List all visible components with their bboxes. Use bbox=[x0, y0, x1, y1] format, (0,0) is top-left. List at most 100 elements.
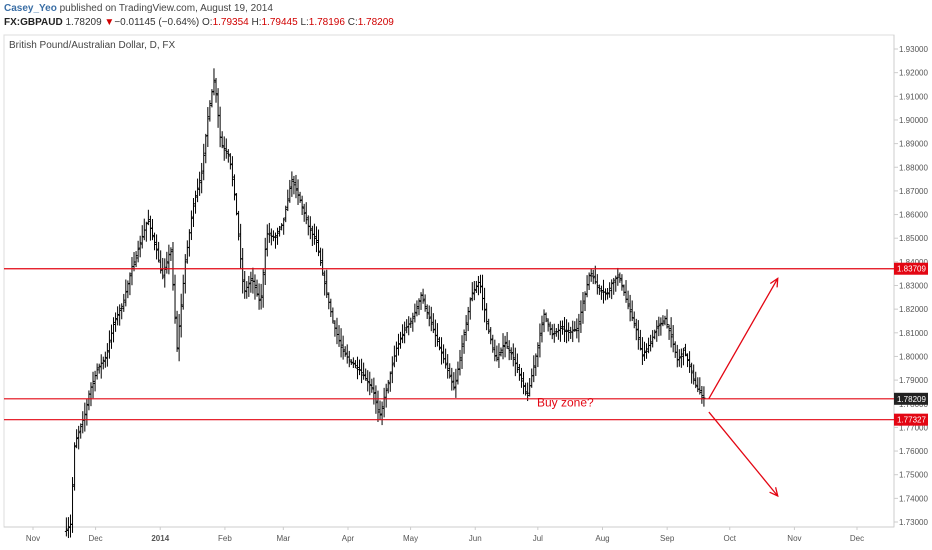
ohlc-bar bbox=[200, 162, 204, 194]
ohlc-bar bbox=[237, 210, 241, 241]
ohlc-bar bbox=[515, 353, 519, 374]
ohlc-bar bbox=[263, 237, 267, 286]
ohlc-bar bbox=[99, 354, 103, 379]
ohlc-bar bbox=[380, 401, 384, 426]
ohlc-bar bbox=[497, 343, 501, 368]
ohlc-bar bbox=[413, 303, 417, 323]
ohlc-bar bbox=[95, 363, 99, 380]
price-label-text: 1.77327 bbox=[897, 416, 926, 425]
ohlc-bar bbox=[255, 279, 259, 297]
projection-arrow[interactable] bbox=[708, 277, 779, 399]
ohlc-bar bbox=[634, 318, 638, 341]
ohlc-bar bbox=[259, 283, 263, 310]
ohlc-bar bbox=[540, 315, 544, 343]
ohlc-bar bbox=[288, 179, 292, 203]
ohlc-bar bbox=[440, 337, 444, 365]
ohlc-bar bbox=[616, 267, 620, 286]
ohlc-bar bbox=[448, 363, 452, 379]
symbol-name[interactable]: FX:GBPAUD bbox=[4, 17, 63, 28]
ohlc-bar bbox=[458, 349, 462, 376]
ohlc-bar bbox=[513, 347, 517, 377]
ohlc-bar bbox=[120, 303, 124, 320]
price-tick-label: 1.93000 bbox=[899, 45, 928, 54]
ohlc-bar bbox=[556, 323, 560, 340]
price-tick-label: 1.76000 bbox=[899, 447, 928, 456]
ohlc-bar bbox=[655, 320, 659, 342]
ohlc-bar bbox=[276, 227, 280, 245]
ohlc-bar bbox=[206, 107, 210, 148]
ohlc-bar bbox=[702, 386, 706, 407]
price-label-text: 1.83709 bbox=[897, 265, 926, 274]
ohlc-bar bbox=[347, 350, 351, 368]
ohlc-bar bbox=[243, 271, 247, 299]
ohlc-bar bbox=[179, 293, 183, 338]
ohlc-bar bbox=[218, 106, 222, 148]
ohlc-bar bbox=[638, 329, 642, 351]
time-axis[interactable]: Nov Dec 2014 Feb Mar Apr May Jun Jul Aug Sep Oct Nov… bbox=[4, 526, 894, 543]
ohlc-bar bbox=[399, 331, 403, 349]
ohlc-bar bbox=[532, 355, 536, 383]
ohlc-bar bbox=[651, 330, 655, 348]
ohlc-bar bbox=[466, 306, 470, 332]
ohlc-bar bbox=[310, 225, 314, 247]
ohlc-bar bbox=[372, 377, 376, 405]
ohlc-bar bbox=[171, 241, 175, 291]
price-label-tag: 1.78209 bbox=[894, 392, 928, 405]
time-tick-label: Aug bbox=[595, 534, 609, 543]
ohlc-bar bbox=[194, 190, 198, 214]
ohlc-bar bbox=[339, 328, 343, 358]
ohlc-bar bbox=[146, 209, 150, 226]
ohlc-bar bbox=[425, 304, 429, 319]
ohlc-bar bbox=[698, 377, 702, 395]
ohlc-bar bbox=[167, 244, 171, 275]
ohlc-bar bbox=[503, 335, 507, 358]
ohlc-bar bbox=[306, 215, 310, 236]
projection-arrows bbox=[708, 277, 779, 498]
ohlc-bar bbox=[681, 347, 685, 366]
price-tick-label: 1.84000 bbox=[899, 258, 928, 267]
ohlc-bar bbox=[298, 191, 302, 203]
ohlc-bar bbox=[376, 390, 380, 422]
ohlc-bar bbox=[585, 275, 589, 298]
ohlc-bar bbox=[409, 317, 413, 328]
ohlc-bar bbox=[177, 314, 181, 362]
ohlc-bar bbox=[103, 351, 107, 368]
high-label: H: bbox=[251, 17, 262, 28]
ohlc-bar bbox=[626, 290, 630, 310]
ohlc-bar bbox=[308, 216, 312, 240]
ohlc-bar bbox=[150, 219, 154, 241]
ohlc-bar bbox=[575, 318, 579, 339]
price-tick-label: 1.88000 bbox=[899, 163, 928, 172]
ohlc-bar bbox=[583, 291, 587, 312]
ohlc-bar bbox=[573, 321, 577, 332]
price-change: −0.01145 (−0.64%) bbox=[114, 17, 200, 28]
ohlc-bar bbox=[351, 357, 355, 369]
ohlc-bar bbox=[511, 343, 515, 367]
ohlc-bar bbox=[474, 280, 478, 293]
ohlc-bar bbox=[159, 250, 163, 274]
ohlc-bar bbox=[472, 280, 476, 301]
ohlc-bar bbox=[304, 202, 308, 225]
price-axis[interactable]: 1.93000 1.92000 1.91000 1.90000 1.89000 1.880… bbox=[893, 35, 928, 527]
ohlc-bar bbox=[700, 385, 704, 404]
ohlc-bar bbox=[692, 364, 696, 385]
price-tick-label: 1.91000 bbox=[899, 92, 928, 101]
ohlc-bar bbox=[83, 402, 87, 432]
ohlc-bar bbox=[401, 324, 405, 344]
ohlc-bar bbox=[245, 281, 249, 299]
price-tick-label: 1.83000 bbox=[899, 282, 928, 291]
low-label: L: bbox=[300, 17, 309, 28]
ohlc-bar bbox=[140, 225, 144, 249]
ohlc-bar bbox=[657, 316, 661, 337]
ohlc-bar bbox=[519, 367, 523, 388]
ohlc-bar bbox=[446, 354, 450, 379]
projection-arrow[interactable] bbox=[708, 411, 779, 498]
ohlc-bar bbox=[257, 283, 261, 310]
ohlc-bar bbox=[370, 378, 374, 393]
ohlc-bar bbox=[491, 334, 495, 353]
author-link[interactable]: Casey_Yeo bbox=[4, 3, 57, 14]
ohlc-bar bbox=[300, 195, 304, 216]
ohlc-bar bbox=[319, 247, 323, 266]
ohlc-bar bbox=[433, 319, 437, 348]
